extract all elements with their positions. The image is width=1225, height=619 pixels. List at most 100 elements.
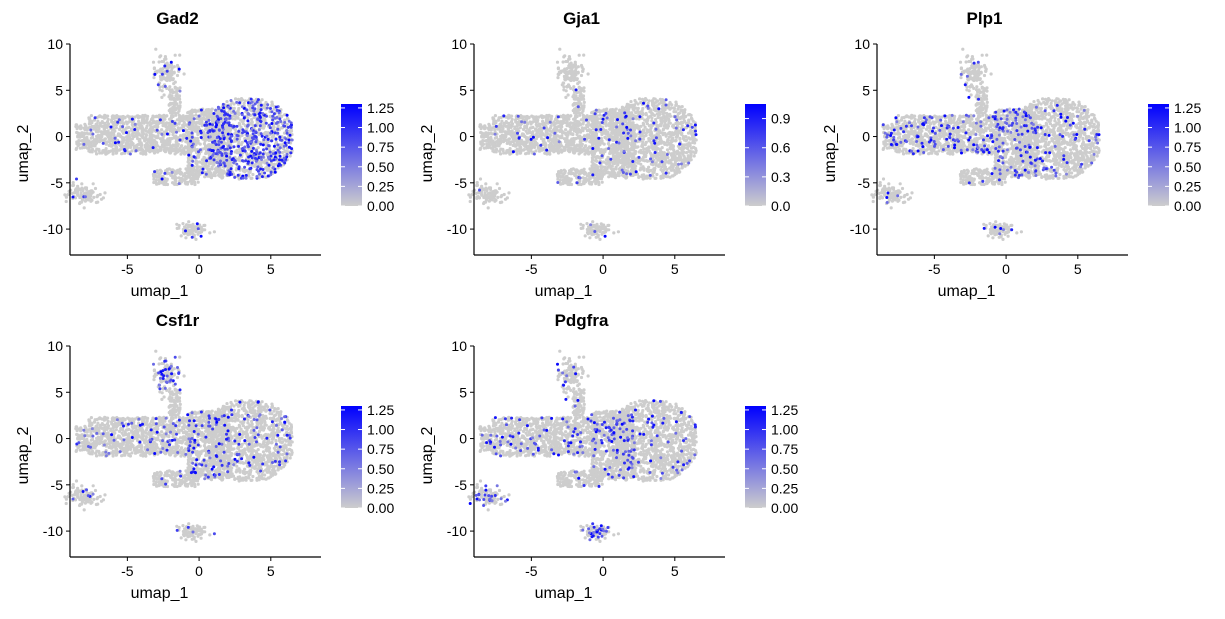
cell-point: [186, 111, 190, 115]
cell-point: [202, 223, 206, 228]
cell-point: [567, 141, 572, 145]
expressed-cell-point: [184, 229, 187, 233]
cell-point: [179, 176, 183, 181]
expressed-cell-point: [128, 152, 132, 156]
cell-point: [582, 146, 586, 150]
cell-point: [545, 129, 549, 133]
cell-point: [142, 136, 146, 140]
cell-point: [162, 93, 166, 97]
expressed-cell-point: [287, 145, 291, 149]
cell-point: [237, 121, 241, 125]
expressed-cell-point: [192, 155, 196, 159]
cell-point: [583, 152, 587, 156]
cell-point: [480, 140, 484, 144]
cell-point: [234, 97, 238, 101]
expressed-cell-point: [282, 144, 286, 148]
expressed-cell-point: [192, 117, 196, 121]
cell-point: [263, 131, 267, 135]
cell-point: [507, 137, 511, 141]
cell-point: [97, 115, 101, 119]
expressed-cell-point: [286, 125, 290, 129]
cell-point: [564, 115, 568, 119]
cell-point: [169, 111, 173, 115]
expressed-cell-point: [264, 121, 268, 125]
cell-point: [571, 124, 576, 128]
cell-point: [248, 170, 252, 174]
expressed-cell-point: [227, 121, 231, 125]
cell-point: [76, 125, 80, 129]
cell-point: [591, 149, 595, 153]
expressed-cell-point: [187, 122, 191, 126]
cell-point: [147, 130, 151, 134]
expressed-cell-point: [266, 174, 270, 178]
cell-point: [136, 132, 140, 136]
colorbar-tick-label: 0.25: [367, 178, 394, 194]
cell-point: [532, 145, 537, 149]
expressed-cell-point: [208, 122, 212, 126]
expressed-cell-point: [246, 145, 250, 149]
colorbar-tick-label: 0.75: [367, 139, 394, 155]
cell-point: [163, 177, 167, 181]
cell-point: [133, 115, 137, 119]
cell-point: [190, 109, 194, 113]
cell-point: [169, 102, 173, 106]
expressed-cell-point: [199, 131, 203, 135]
cell-point: [222, 157, 226, 161]
cell-point: [140, 120, 145, 124]
cell-point: [147, 145, 151, 149]
cell-point: [78, 200, 82, 205]
cell-point: [487, 139, 491, 143]
cell-point: [586, 125, 590, 129]
cell-point: [200, 111, 204, 115]
cell-point: [493, 119, 498, 123]
cell-point: [169, 76, 173, 80]
expressed-cell-point: [155, 128, 159, 132]
expressed-cell-point: [235, 124, 239, 128]
cell-point: [93, 144, 97, 148]
expressed-cell-point: [223, 164, 227, 168]
cell-point: [493, 114, 497, 118]
cell-point: [212, 230, 216, 234]
cell-point: [161, 59, 166, 64]
expressed-cell-point: [236, 134, 240, 138]
cell-point: [103, 115, 107, 119]
expressed-cell-point: [160, 72, 164, 76]
expressed-cell-point: [269, 154, 273, 158]
cell-point: [176, 104, 180, 108]
expressed-cell-point: [195, 222, 199, 226]
expressed-cell-point: [211, 149, 215, 153]
cell-point: [95, 152, 99, 156]
cell-point: [527, 131, 531, 135]
expressed-cell-point: [244, 176, 248, 180]
expressed-cell-point: [237, 167, 241, 171]
feature-panel-gad2: Gad2-5 0 51050-5-10umap_1umap_20.000.250.5…: [15, 9, 394, 300]
expressed-cell-point: [208, 135, 212, 139]
expressed-cell-point: [178, 138, 182, 142]
cell-point: [509, 125, 513, 129]
expressed-cell-point: [262, 148, 265, 152]
expressed-cell-point: [130, 117, 134, 121]
cell-point: [179, 234, 183, 238]
cell-point: [265, 168, 269, 172]
cell-point: [111, 152, 115, 156]
cell-point: [189, 125, 193, 130]
expressed-cell-point: [191, 159, 195, 163]
expressed-cell-point: [83, 195, 87, 199]
expressed-cell-point: [190, 235, 194, 239]
expressed-cell-point: [212, 112, 216, 115]
cell-point: [95, 134, 99, 138]
cell-point: [520, 133, 524, 138]
cell-point: [83, 192, 87, 196]
cell-point: [92, 127, 96, 131]
colorbar-legend: 0.000.250.500.751.001.25: [341, 100, 394, 214]
cell-point: [599, 148, 604, 152]
expressed-cell-point: [200, 171, 204, 175]
expressed-cell-point: [225, 158, 229, 162]
cell-point: [622, 174, 626, 178]
expressed-cell-point: [232, 145, 236, 149]
cell-point: [167, 147, 171, 151]
cell-point: [87, 149, 91, 153]
expressed-cell-point: [253, 102, 257, 106]
cell-point: [176, 136, 180, 140]
